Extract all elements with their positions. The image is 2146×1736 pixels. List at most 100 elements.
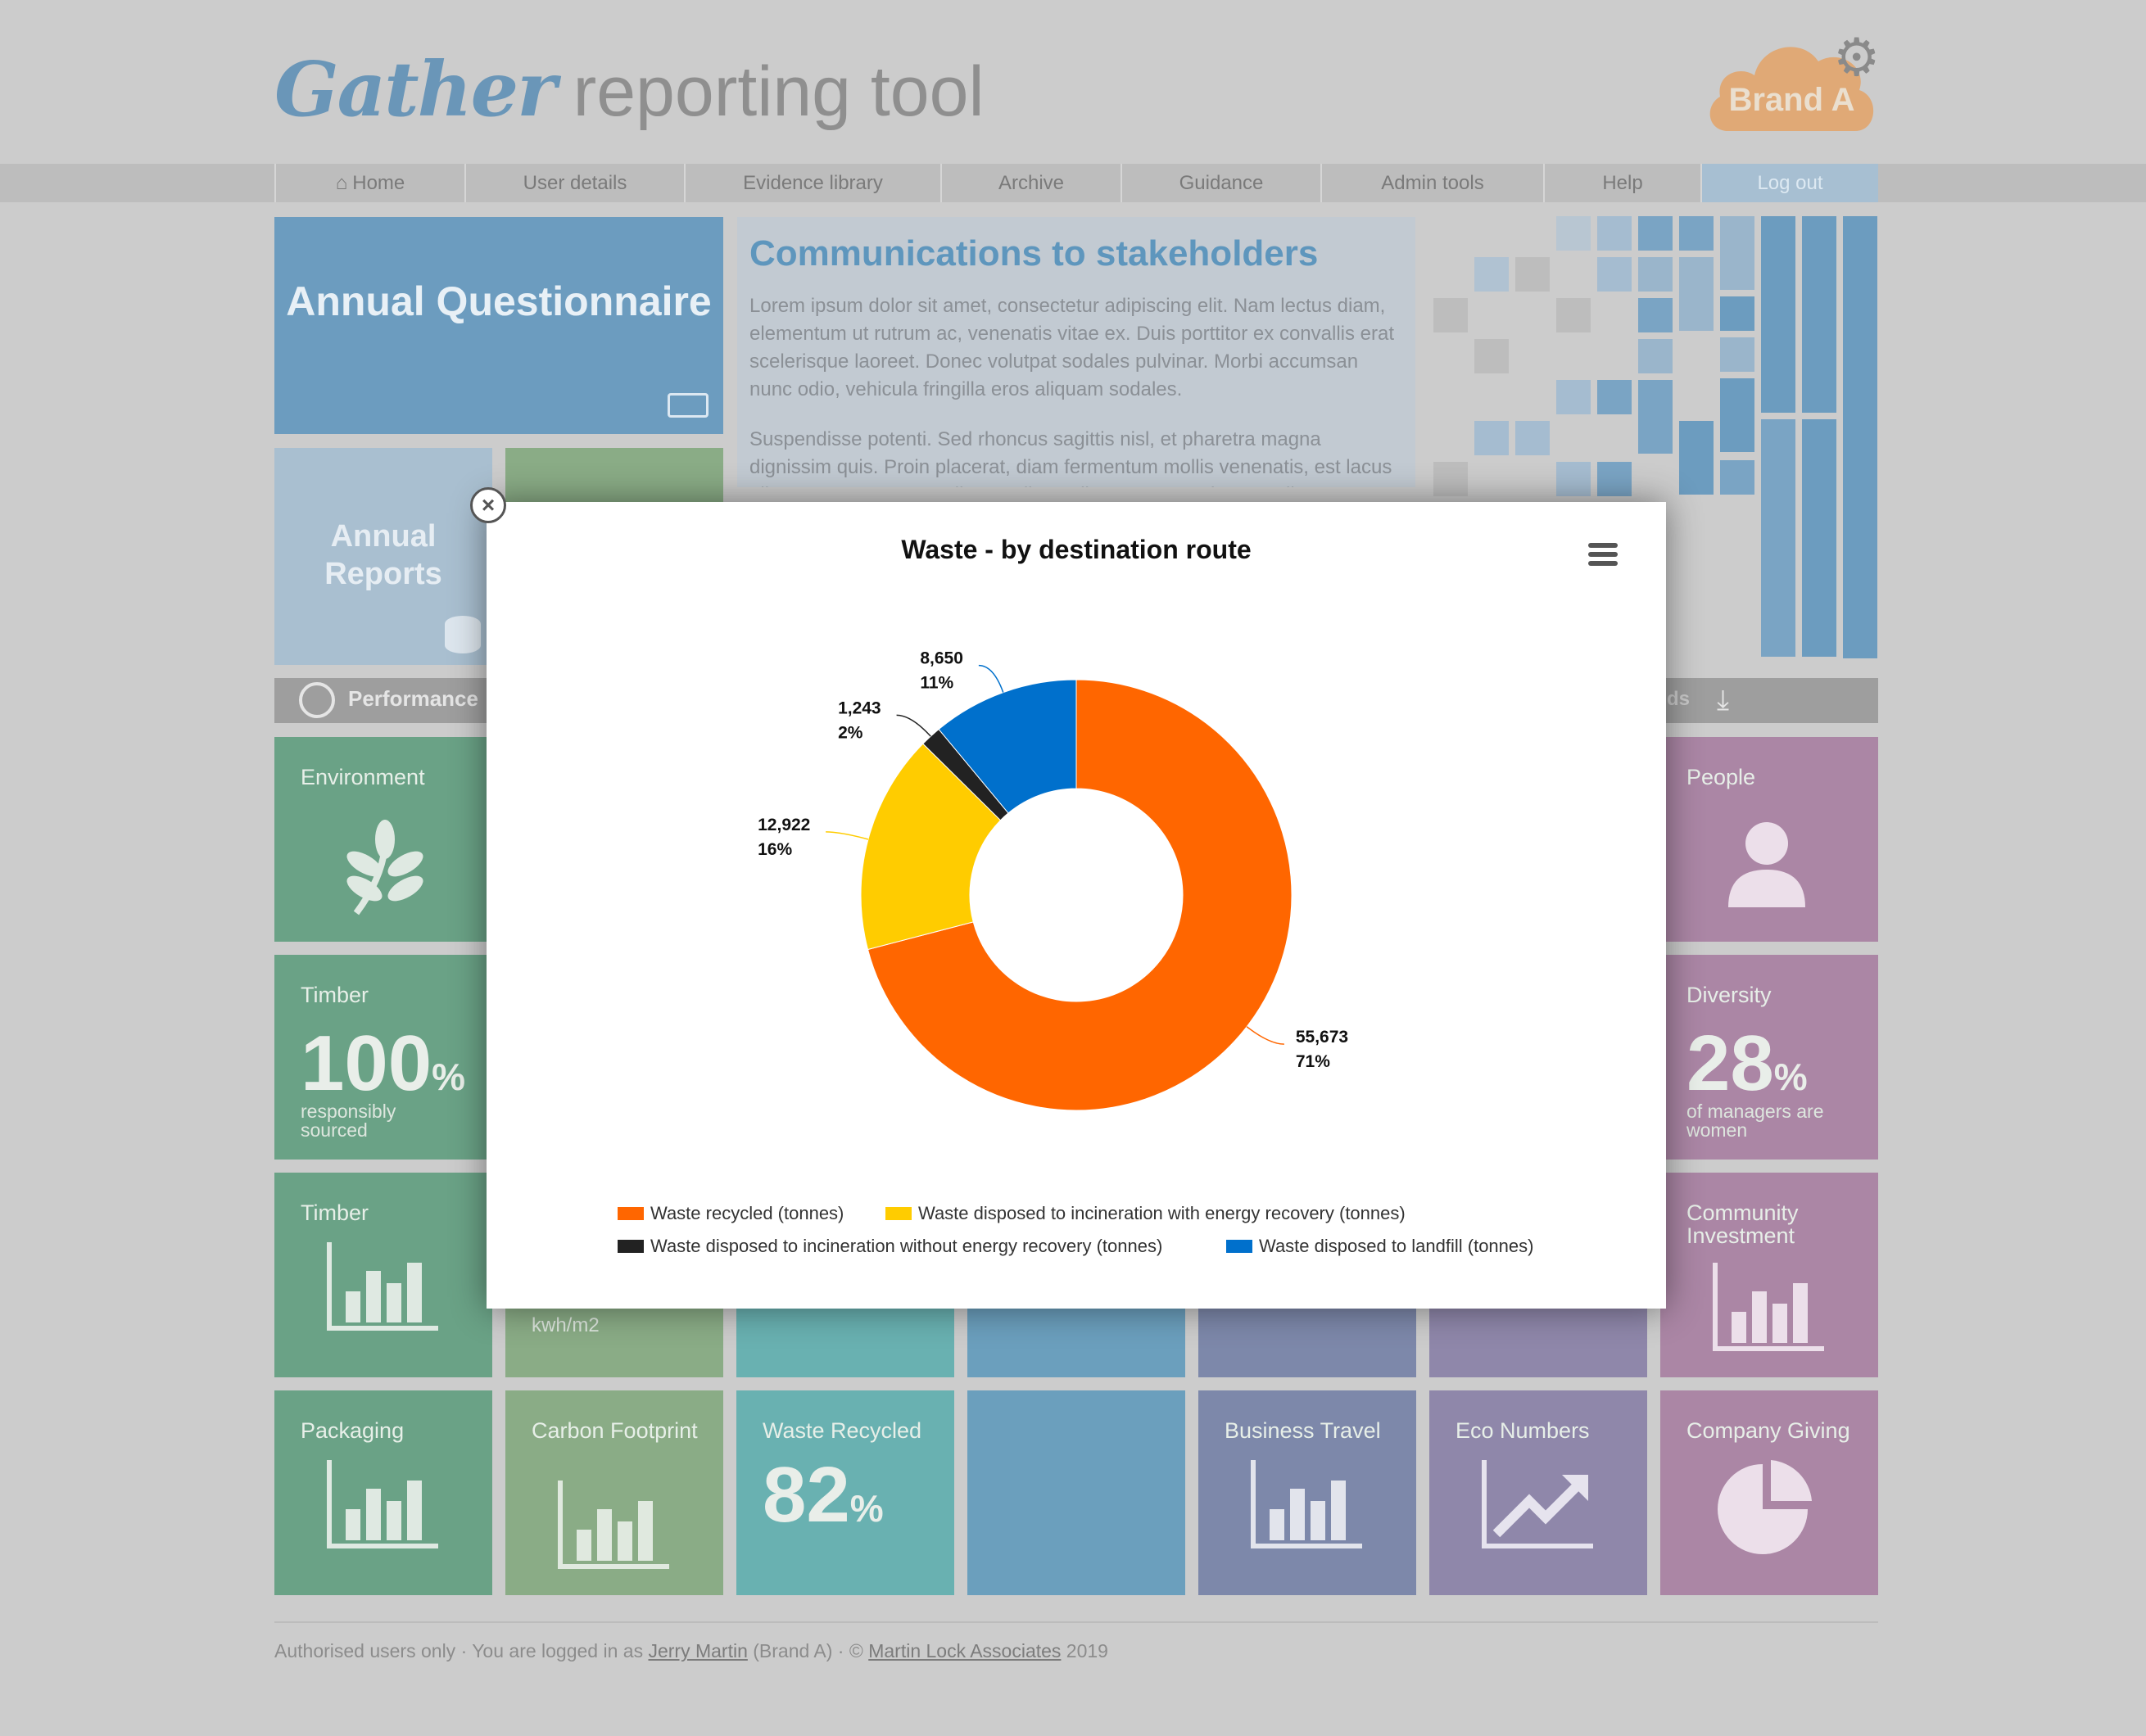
- keyboard-icon: [668, 393, 709, 418]
- diversity-tile[interactable]: Diversity 28% of managers are women: [1660, 955, 1878, 1160]
- timber-title-1: Timber: [301, 983, 369, 1007]
- bar-chart-icon: [1713, 1263, 1824, 1351]
- downloads-label: ds: [1667, 688, 1691, 710]
- legend-label-0[interactable]: Waste recycled (tonnes): [650, 1203, 844, 1223]
- communications-panel: Communications to stakeholders Lorem ips…: [737, 217, 1415, 487]
- legend-label-2[interactable]: Waste disposed to incineration without e…: [650, 1236, 1162, 1256]
- bar-chart-icon: [327, 1242, 438, 1331]
- chart-title: Waste - by destination route: [901, 535, 1252, 564]
- community-title: Community Investment: [1686, 1200, 1799, 1249]
- footer-user-link[interactable]: Jerry Martin: [648, 1640, 748, 1661]
- home-icon: ⌂: [335, 171, 348, 194]
- timber-value: 100%: [301, 1019, 466, 1107]
- data-label-pct-1: 16%: [758, 840, 792, 859]
- footer-company-link[interactable]: Martin Lock Associates: [868, 1640, 1062, 1661]
- annual-questionnaire-tile[interactable]: Annual Questionnaire: [274, 217, 723, 434]
- data-label-pct-2: 2%: [838, 723, 863, 742]
- company-giving-title: Company Giving: [1686, 1418, 1850, 1443]
- business-travel-title: Business Travel: [1225, 1418, 1381, 1443]
- legend-swatch-1[interactable]: [885, 1207, 912, 1220]
- annual-reports-title: Annual Reports: [324, 519, 442, 591]
- legend-swatch-3[interactable]: [1226, 1240, 1252, 1253]
- footer: Authorised users only · You are logged i…: [274, 1640, 1108, 1662]
- nav-logout[interactable]: Log out: [1700, 164, 1878, 202]
- close-icon[interactable]: ×: [470, 487, 506, 523]
- nav-evidence-library[interactable]: Evidence library: [684, 164, 940, 202]
- environment-tile[interactable]: Environment: [274, 737, 492, 942]
- performance-label: Performance: [348, 686, 478, 711]
- diversity-caption: of managers are women: [1686, 1101, 1824, 1141]
- chart-modal: Waste - by destination route 55,673 71% 12…: [487, 502, 1666, 1309]
- donut-slice-3[interactable]: [938, 679, 1077, 814]
- environment-title: Environment: [301, 765, 425, 789]
- cloud-icon[interactable]: [1704, 33, 1880, 135]
- waste-recycled-tile[interactable]: Waste Recycled 82%: [736, 1390, 954, 1595]
- download-icon[interactable]: ⤓: [1717, 685, 1730, 716]
- hamburger-menu-icon[interactable]: [1588, 543, 1618, 569]
- timber-tile-1[interactable]: Timber 100% responsibly sourced: [274, 955, 492, 1160]
- dashboard-icon: [299, 682, 335, 718]
- eco-numbers-title: Eco Numbers: [1456, 1418, 1590, 1443]
- company-giving-tile[interactable]: Company Giving: [1660, 1390, 1878, 1595]
- energy-unit: kwh/m2: [532, 1314, 600, 1336]
- bar-chart-icon: [1251, 1460, 1362, 1548]
- connector-2: [896, 714, 931, 737]
- nav-user-details[interactable]: User details: [464, 164, 684, 202]
- logo-subtitle: reporting tool: [573, 52, 985, 131]
- gear-icon[interactable]: ⚙: [1833, 28, 1881, 87]
- people-title: People: [1686, 765, 1756, 789]
- footer-suffix: 2019: [1061, 1640, 1108, 1661]
- community-investment-tile[interactable]: Community Investment: [1660, 1173, 1878, 1377]
- app-logo[interactable]: Gather reporting tool: [274, 45, 985, 135]
- packaging-title: Packaging: [301, 1418, 405, 1443]
- data-label-value-1: 12,922: [758, 816, 810, 834]
- nav-help[interactable]: Help: [1543, 164, 1700, 202]
- nav-archive[interactable]: Archive: [940, 164, 1121, 202]
- logo-brand: Gather: [274, 45, 557, 133]
- timber-title-2: Timber: [301, 1200, 369, 1225]
- footer-middle: (Brand A) · ©: [747, 1640, 869, 1661]
- diversity-value: 28%: [1686, 1019, 1808, 1107]
- bar-chart-icon: [558, 1481, 669, 1569]
- people-tile[interactable]: People: [1660, 737, 1878, 942]
- donut-slice-0[interactable]: [867, 679, 1293, 1111]
- eco-numbers-tile[interactable]: Eco Numbers: [1429, 1390, 1647, 1595]
- business-travel-tile[interactable]: Business Travel: [1198, 1390, 1416, 1595]
- timber-tile-2[interactable]: Timber: [274, 1173, 492, 1377]
- footer-divider: [274, 1621, 1878, 1623]
- legend-label-1[interactable]: Waste disposed to incineration with ener…: [918, 1203, 1406, 1223]
- legend-swatch-0[interactable]: [618, 1207, 644, 1220]
- carbon-tile[interactable]: Carbon Footprint: [505, 1390, 723, 1595]
- account-badge[interactable]: Brand A: [1728, 82, 1855, 118]
- waste-recycled-value: 82%: [763, 1451, 884, 1539]
- annual-reports-tile[interactable]: Annual Reports: [274, 448, 492, 665]
- timber-caption: responsibly sourced: [301, 1101, 396, 1141]
- nav-admin-tools[interactable]: Admin tools: [1320, 164, 1543, 202]
- connector-3: [978, 664, 1004, 693]
- data-label-pct-3: 11%: [920, 674, 953, 693]
- blank-blue-tile[interactable]: [967, 1390, 1185, 1595]
- donut-slice-1[interactable]: [860, 743, 1002, 951]
- trending-up-icon: [1482, 1460, 1593, 1548]
- comms-paragraph-2: Suspendisse potenti. Sed rhoncus sagitti…: [749, 428, 1392, 487]
- connector-1: [826, 831, 869, 840]
- user-icon: [1728, 822, 1805, 907]
- nav-home-label: Home: [352, 171, 405, 194]
- carbon-title: Carbon Footprint: [532, 1418, 698, 1443]
- waste-recycled-title: Waste Recycled: [763, 1418, 922, 1443]
- donut-chart: 55,673 71% 12,922 16% 1,243 2% 8,650 11% Waste r…: [618, 649, 1533, 1256]
- footer-prefix: Authorised users only · You are logged i…: [274, 1640, 649, 1661]
- legend-label-3[interactable]: Waste disposed to landfill (tonnes): [1259, 1236, 1533, 1256]
- legend-swatch-2[interactable]: [618, 1240, 644, 1253]
- nav-home[interactable]: ⌂ Home: [274, 164, 464, 202]
- packaging-tile[interactable]: Packaging: [274, 1390, 492, 1595]
- mosaic-decoration: [1433, 216, 1877, 658]
- data-label-value-0: 55,673: [1296, 1028, 1348, 1047]
- data-label-value-2: 1,243: [838, 698, 881, 717]
- diversity-title: Diversity: [1686, 983, 1772, 1007]
- data-label-pct-0: 71%: [1296, 1052, 1330, 1071]
- pie-chart-icon: [1718, 1460, 1812, 1554]
- nav-guidance[interactable]: Guidance: [1121, 164, 1320, 202]
- connector-0: [1246, 1026, 1284, 1045]
- bar-chart-icon: [327, 1460, 438, 1548]
